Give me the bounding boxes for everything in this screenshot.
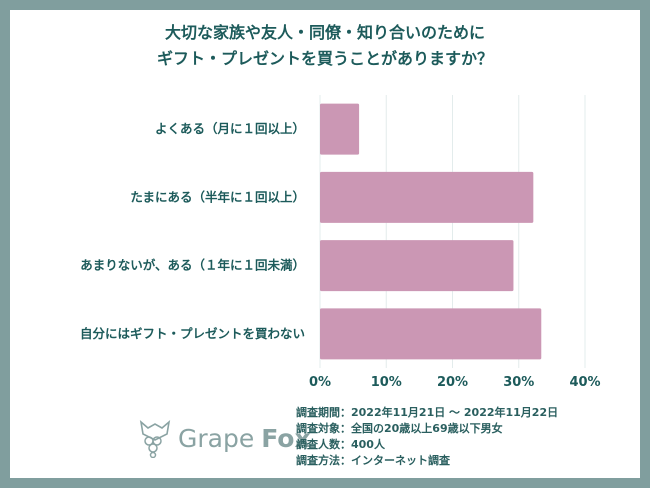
bar (320, 308, 542, 360)
bar (320, 240, 514, 292)
x-tick-label: 20% (437, 375, 468, 390)
note-count: 調査人数：400人 (296, 438, 385, 451)
category-label: 自分にはギフト・プレゼントを買わない (80, 326, 305, 341)
title-line-1: 大切な家族や友人・同僚・知り合いのために (164, 23, 485, 42)
note-period: 調査期間：2022年11月21日 ～ 2022年11月22日 (296, 406, 559, 419)
title-line-2: ギフト・プレゼントを買うことがありますか？ (156, 49, 493, 68)
logo-word-fox: Fox (261, 423, 311, 453)
chart-title: 大切な家族や友人・同僚・知り合いのために ギフト・プレゼントを買うことがあります… (0, 20, 650, 72)
x-tick-label: 40% (569, 375, 600, 390)
x-tick-label: 30% (503, 375, 534, 390)
bar (320, 103, 360, 155)
grape-fox-logo: Grape Fox (138, 418, 311, 458)
x-tick-label: 0% (309, 375, 331, 390)
category-label: よくある（月に１回以上） (155, 121, 305, 136)
x-tick-label: 10% (371, 375, 402, 390)
fox-grape-icon (139, 419, 171, 458)
bar (320, 171, 534, 223)
category-label: あまりないが、ある（１年に１回未満） (80, 258, 305, 273)
note-target: 調査対象：全国の20歳以上69歳以下男女 (296, 422, 503, 435)
logo-word-grape: Grape (178, 423, 255, 453)
survey-notes: 調査期間：2022年11月21日 ～ 2022年11月22日 調査対象：全国の2… (296, 405, 558, 469)
category-label: たまにある（半年に１回以上） (130, 189, 305, 204)
note-method: 調査方法：インターネット調査 (296, 454, 450, 467)
